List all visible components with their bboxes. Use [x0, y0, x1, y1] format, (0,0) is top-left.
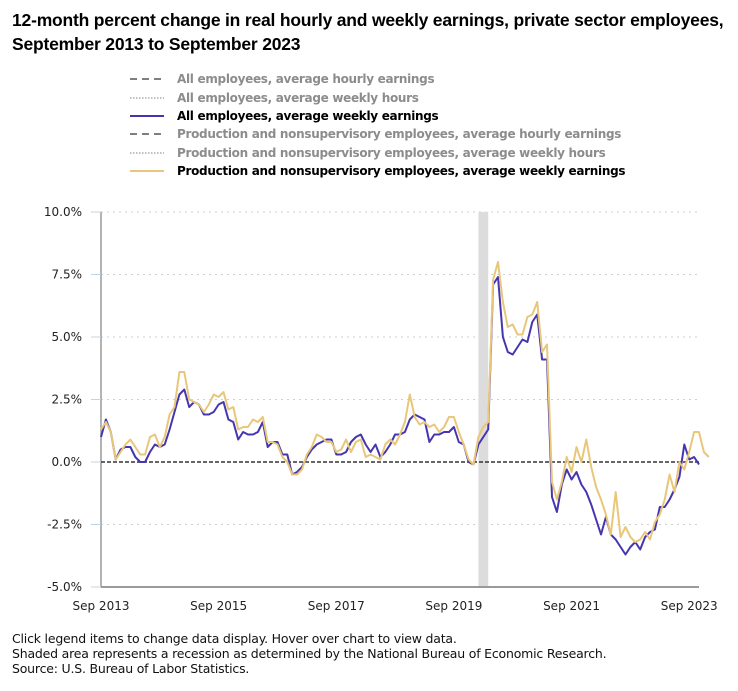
y-tick-label: 7.5% [52, 268, 83, 282]
recession-band [478, 212, 489, 587]
x-tick-label: Sep 2017 [308, 599, 365, 613]
legend-label: Production and nonsupervisory employees,… [177, 145, 606, 160]
y-tick-label: 2.5% [52, 393, 83, 407]
x-tick-label: Sep 2013 [73, 599, 130, 613]
legend-item-prod-weekly-hours[interactable]: Production and nonsupervisory employees,… [130, 144, 625, 162]
legend-swatch-solid-gold-icon [130, 170, 164, 173]
legend-label: All employees, average weekly hours [177, 90, 419, 105]
chart-legend: All employees, average hourly earnings A… [130, 70, 626, 180]
legend-item-all-weekly-earnings[interactable]: All employees, average weekly earnings [130, 107, 625, 125]
series-lines [100, 261, 710, 556]
note-source: Source: U.S. Bureau of Labor Statistics. [12, 661, 250, 676]
y-tick-label: 10.0% [44, 205, 82, 219]
note-instructions: Click legend items to change data displa… [12, 631, 457, 646]
gridlines [101, 211, 699, 525]
legend-label: Production and nonsupervisory employees,… [177, 164, 626, 179]
y-tick-label: 0.0% [52, 455, 83, 469]
x-tick-label: Sep 2023 [661, 599, 718, 613]
y-axis-ticks: 10.0% 7.5% 5.0% 2.5% 0.0% -2.5% -5.0% [44, 205, 101, 594]
legend-swatch-dotted-icon [130, 96, 164, 99]
chart-title: 12-month percent change in real hourly a… [12, 10, 724, 54]
series-line-all-employees-weekly-earnings [100, 276, 700, 556]
line-chart[interactable]: 10.0% 7.5% 5.0% 2.5% 0.0% -2.5% -5.0% Sep 2013… [0, 0, 738, 630]
y-tick-label: 5.0% [52, 330, 83, 344]
legend-swatch-dashed-icon [130, 78, 164, 81]
legend-item-all-weekly-hours[interactable]: All employees, average weekly hours [130, 88, 625, 106]
legend-label: All employees, average weekly earnings [177, 108, 439, 123]
chart-notes: Click legend items to change data displa… [12, 631, 607, 676]
legend-swatch-dotted-icon [130, 152, 164, 154]
x-axis-ticks: Sep 2013 Sep 2015 Sep 2017 Sep 2019 Sep 2021… [73, 599, 718, 613]
legend-item-prod-hourly-earnings[interactable]: Production and nonsupervisory employees,… [130, 125, 625, 143]
x-tick-label: Sep 2019 [425, 599, 482, 613]
x-tick-label: Sep 2021 [543, 599, 600, 613]
note-recession: Shaded area represents a recession as de… [12, 646, 607, 661]
legend-label: Production and nonsupervisory employees,… [177, 127, 622, 142]
x-tick-label: Sep 2015 [190, 599, 247, 613]
legend-item-prod-weekly-earnings[interactable]: Production and nonsupervisory employees,… [130, 162, 626, 180]
legend-label: All employees, average hourly earnings [177, 72, 435, 87]
y-tick-label: -2.5% [47, 518, 82, 532]
y-tick-label: -5.0% [47, 580, 82, 594]
legend-swatch-solid-blue-icon [130, 114, 164, 117]
legend-swatch-dashed-icon [130, 133, 164, 136]
recession-shade [478, 212, 489, 587]
series-line-production-weekly-earnings [100, 261, 710, 543]
legend-item-all-hourly-earnings[interactable]: All employees, average hourly earnings [130, 70, 625, 88]
